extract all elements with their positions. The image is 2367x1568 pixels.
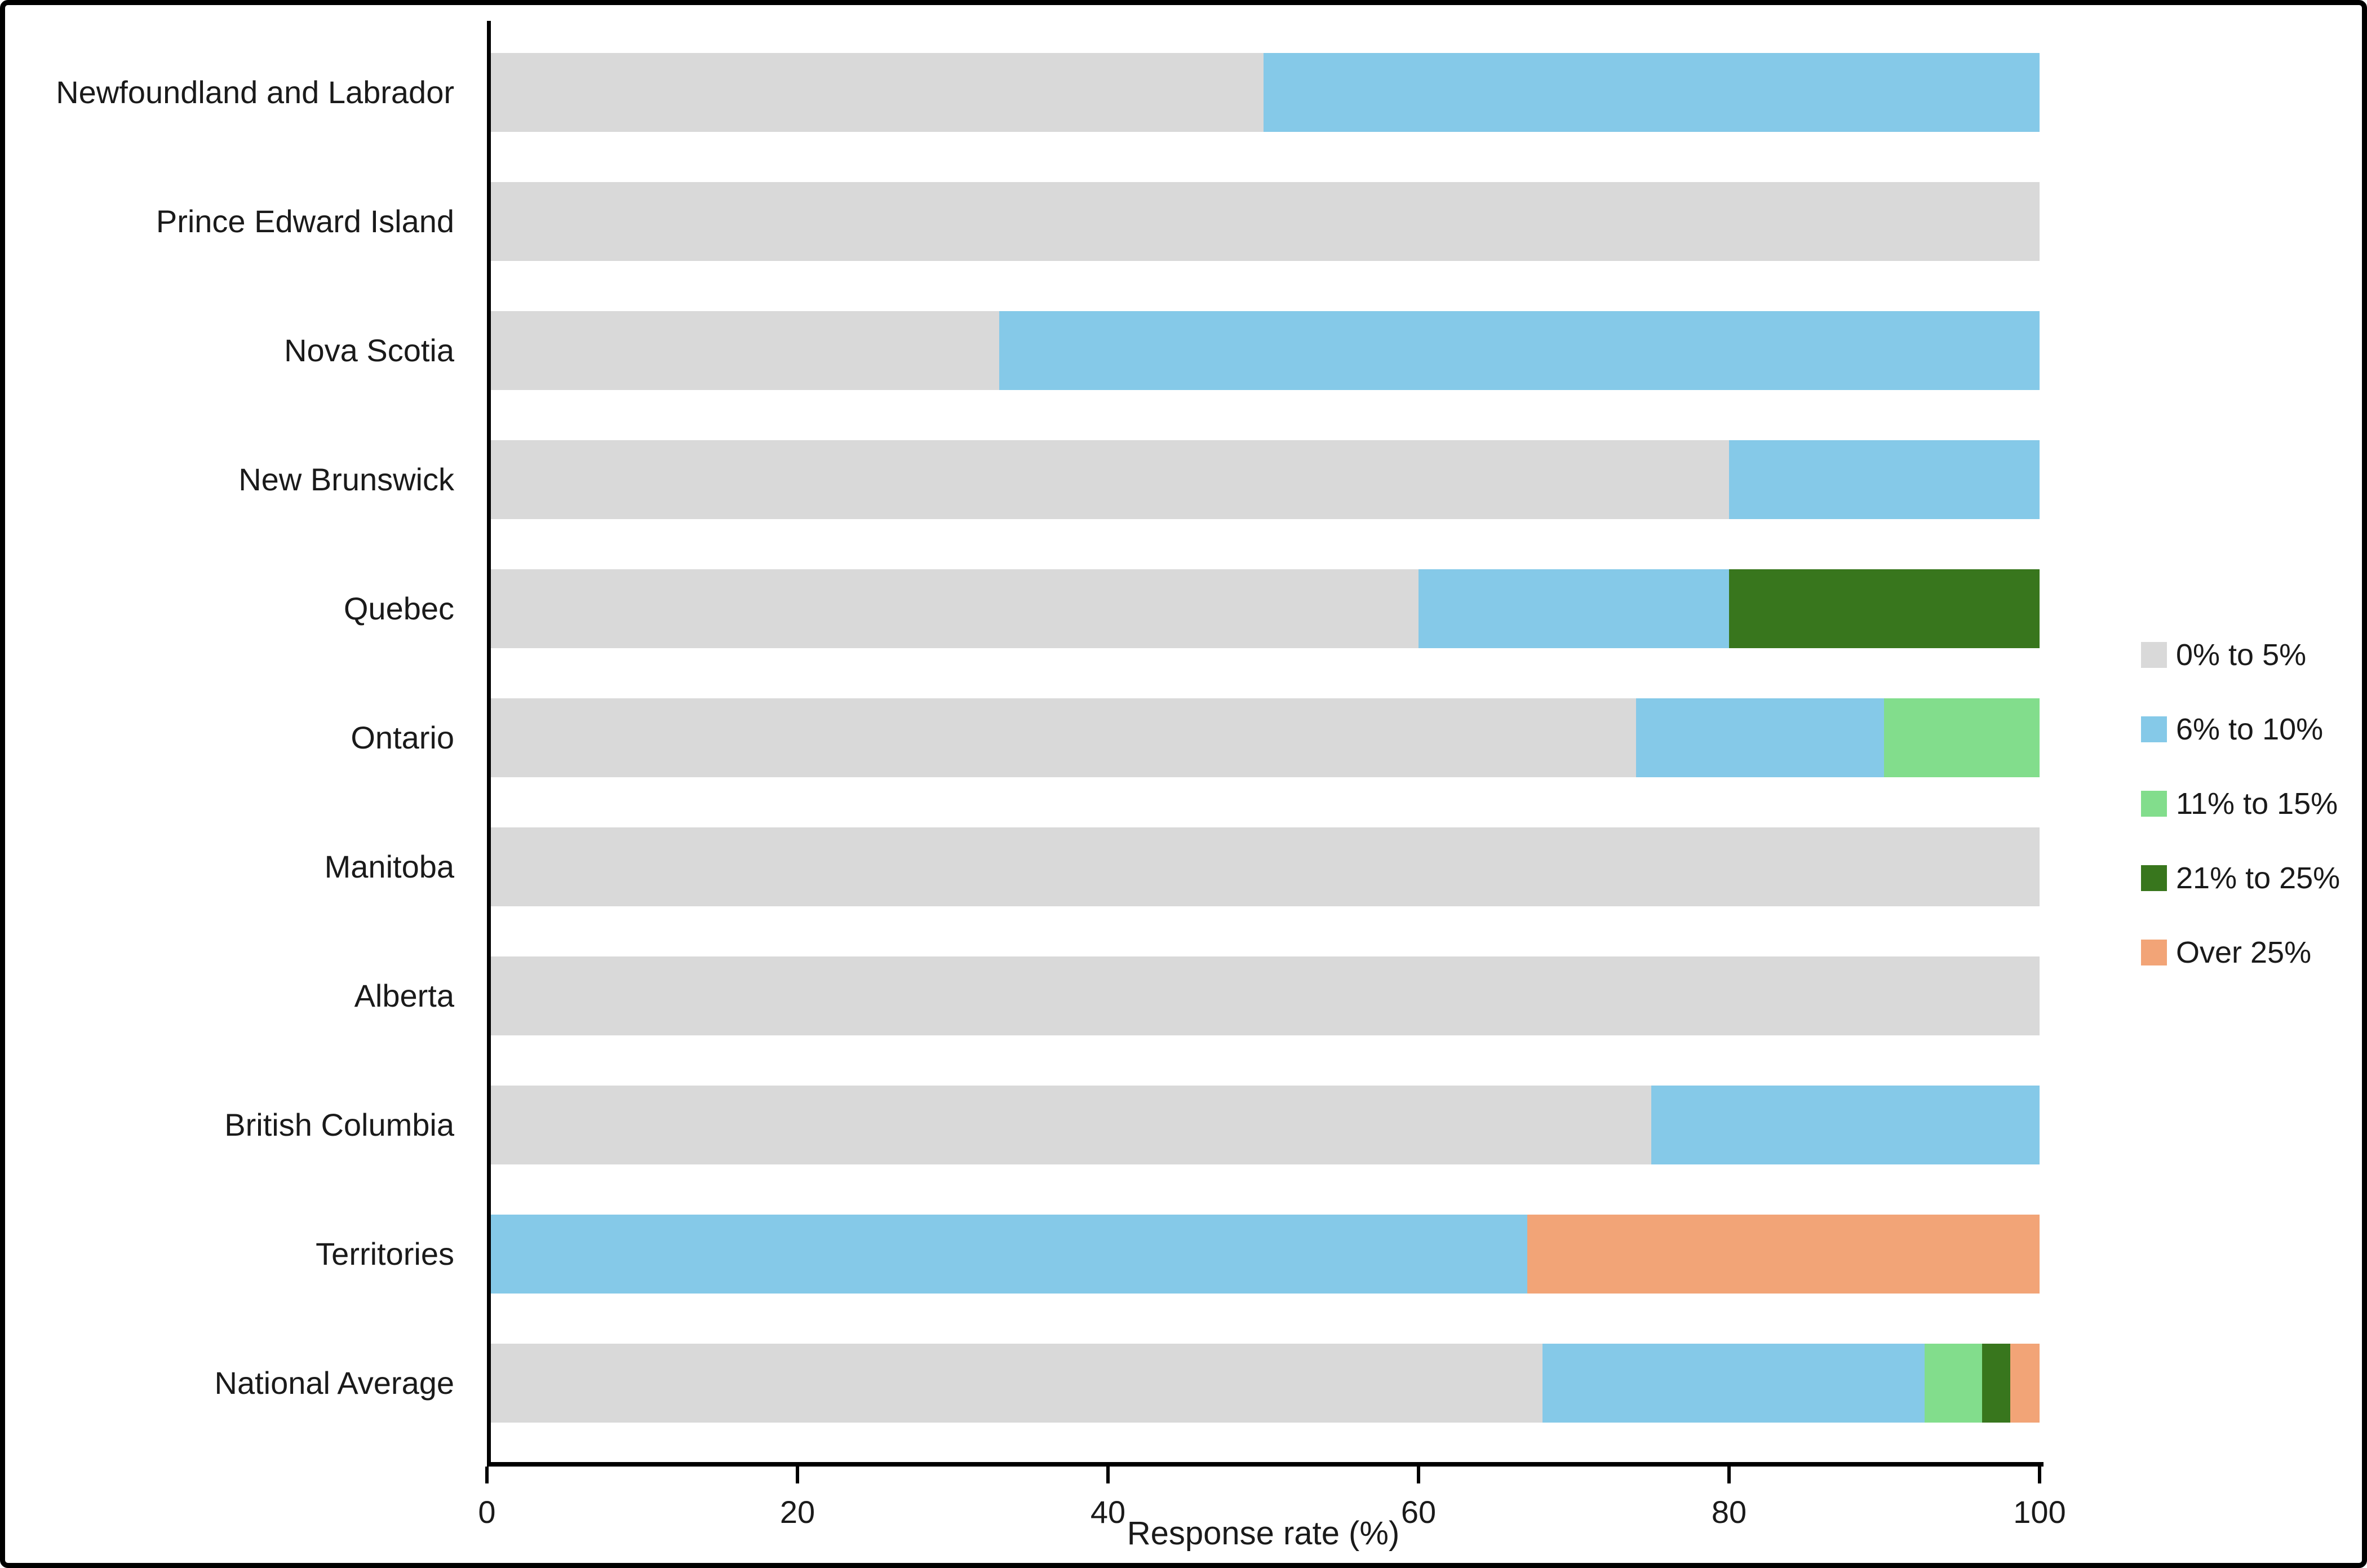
x-tick-mark: [485, 1467, 489, 1483]
bar-track: [487, 569, 2040, 648]
bar-track: [487, 181, 2040, 261]
bar-row: Territories: [5, 1189, 2040, 1318]
bar-row: Manitoba: [5, 802, 2040, 931]
legend-label: Over 25%: [2176, 936, 2312, 969]
legend-swatch: [2141, 642, 2167, 668]
bar-segment: [1651, 1085, 2040, 1164]
x-axis-title: Response rate (%): [1127, 1515, 1400, 1552]
bar-row: Alberta: [5, 931, 2040, 1060]
x-tick-mark: [2038, 1467, 2041, 1483]
legend-item: 6% to 10%: [2141, 712, 2340, 747]
x-tick-label: 100: [2013, 1494, 2066, 1530]
bar-segment: [1263, 52, 2040, 132]
bar-track: [487, 1343, 2040, 1423]
category-label: Nova Scotia: [284, 333, 454, 368]
bar-segment: [487, 1214, 1527, 1294]
legend-item: 11% to 15%: [2141, 786, 2340, 821]
bar-segment: [1729, 569, 2040, 648]
bar-segment: [999, 311, 2040, 390]
bar-track: [487, 311, 2040, 390]
bar-segment: [487, 52, 1264, 132]
x-tick-mark: [1727, 1467, 1731, 1483]
category-label: Territories: [316, 1236, 454, 1272]
bar-segment: [487, 698, 1636, 777]
legend-label: 21% to 25%: [2176, 861, 2341, 895]
bar-segment: [487, 181, 2040, 261]
bar-row: Quebec: [5, 544, 2040, 673]
legend: 0% to 5% 6% to 10% 11% to 15% 21% to 25% Ove…: [2141, 637, 2340, 970]
bar-segment: [487, 1085, 1652, 1164]
bar-segment: [487, 827, 2040, 906]
bar-segment: [1542, 1343, 1925, 1423]
legend-item: 0% to 5%: [2141, 637, 2340, 672]
bar-row: British Columbia: [5, 1060, 2040, 1189]
bar-track: [487, 440, 2040, 519]
x-tick-label: 20: [779, 1494, 815, 1530]
bar-segment: [1729, 440, 2040, 519]
bar-row: New Brunswick: [5, 415, 2040, 544]
bar-rows: Newfoundland and Labrador Prince Edward I…: [5, 28, 2040, 1447]
bar-track: [487, 1214, 2040, 1294]
legend-swatch: [2141, 791, 2167, 817]
bar-track: [487, 827, 2040, 906]
x-tick-mark: [1106, 1467, 1110, 1483]
y-axis-line: [487, 21, 491, 1466]
legend-swatch: [2141, 865, 2167, 891]
bar-row: Nova Scotia: [5, 286, 2040, 415]
x-tick-label: 80: [1711, 1494, 1747, 1530]
legend-label: 11% to 15%: [2176, 787, 2338, 821]
bar-segment: [487, 1343, 1543, 1423]
bar-row: Prince Edward Island: [5, 157, 2040, 286]
bar-track: [487, 956, 2040, 1035]
bar-segment: [487, 440, 1729, 519]
bar-segment: [487, 956, 2040, 1035]
bar-segment: [1982, 1343, 2010, 1423]
bar-row: National Average: [5, 1318, 2040, 1447]
legend-item: Over 25%: [2141, 935, 2340, 970]
x-axis-line: [487, 1462, 2044, 1467]
bar-track: [487, 52, 2040, 132]
bar-row: Ontario: [5, 673, 2040, 802]
x-tick-label: 60: [1400, 1494, 1437, 1530]
bar-segment: [1635, 698, 1885, 777]
bar-track: [487, 1085, 2040, 1164]
plot-area: Newfoundland and Labrador Prince Edward I…: [5, 5, 2362, 1563]
category-label: National Average: [214, 1365, 455, 1401]
category-label: New Brunswick: [238, 462, 454, 497]
x-tick-label: 0: [478, 1494, 496, 1530]
category-label: Prince Edward Island: [156, 203, 454, 239]
bar-segment: [1419, 569, 1729, 648]
category-label: Manitoba: [324, 849, 454, 884]
x-tick-mark: [1417, 1467, 1420, 1483]
x-tick-label: 40: [1090, 1494, 1126, 1530]
legend-item: 21% to 25%: [2141, 861, 2340, 896]
legend-swatch: [2141, 716, 2167, 742]
bar-segment: [487, 569, 1419, 648]
legend-label: 6% to 10%: [2176, 712, 2324, 746]
x-tick-mark: [796, 1467, 799, 1483]
bar-segment: [1884, 698, 2040, 777]
bar-segment: [2010, 1343, 2040, 1423]
legend-swatch: [2141, 940, 2167, 965]
category-label: Newfoundland and Labrador: [56, 74, 454, 110]
legend-label: 0% to 5%: [2176, 638, 2307, 672]
bar-row: Newfoundland and Labrador: [5, 28, 2040, 157]
category-label: British Columbia: [224, 1107, 454, 1142]
category-label: Ontario: [351, 720, 454, 755]
category-label: Alberta: [354, 978, 454, 1013]
bar-segment: [1925, 1343, 1983, 1423]
bar-segment: [487, 311, 1000, 390]
bar-segment: [1527, 1214, 2040, 1294]
bar-track: [487, 698, 2040, 777]
x-axis-ticks: 0 20 40 60 80 100: [478, 1467, 2066, 1540]
category-label: Quebec: [343, 591, 454, 626]
